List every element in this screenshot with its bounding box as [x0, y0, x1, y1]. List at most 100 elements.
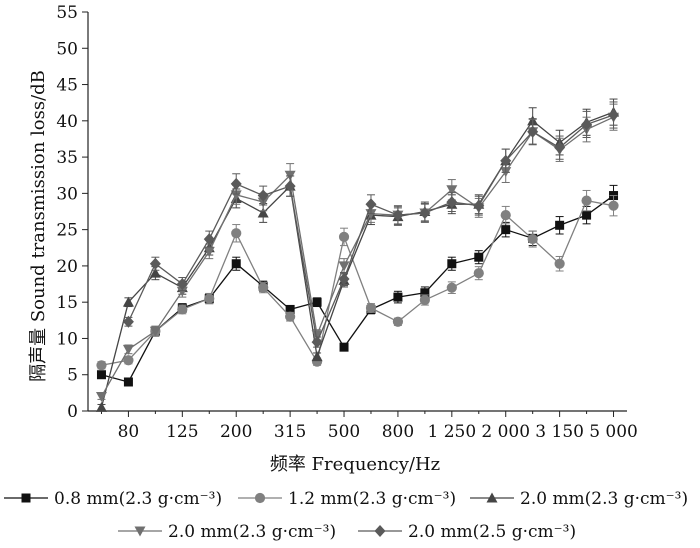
data-point	[258, 282, 269, 293]
series-2	[96, 189, 619, 371]
data-point	[257, 189, 269, 202]
legend-item-1: 0.8 mm(2.3 g·cm⁻³)	[4, 489, 222, 509]
y-tick-label: 20	[56, 257, 78, 277]
y-tick-label: 50	[56, 39, 78, 59]
legend-marker	[134, 526, 146, 537]
y-tick-label: 35	[56, 148, 78, 168]
legend-item-5: 2.0 mm(2.5 g·cm⁻³)	[358, 522, 576, 542]
legend-item-3: 2.0 mm(2.3 g·cm⁻³)	[470, 489, 688, 509]
data-point	[501, 225, 511, 235]
data-point	[123, 355, 134, 366]
data-point	[419, 294, 430, 306]
data-point	[231, 259, 241, 269]
legend-marker	[374, 525, 386, 537]
data-point	[581, 195, 592, 206]
data-point	[500, 154, 512, 167]
data-point	[393, 292, 403, 302]
data-point	[608, 200, 619, 211]
legend: 0.8 mm(2.3 g·cm⁻³) 1.2 mm(2.3 g·cm⁻³) 2.0 …	[4, 489, 688, 542]
data-point	[123, 377, 133, 387]
x-tick-label: 125	[166, 422, 198, 442]
data-point	[122, 344, 134, 355]
y-tick-label: 30	[56, 184, 78, 204]
data-point	[122, 296, 134, 307]
data-point	[149, 326, 161, 337]
series-4	[95, 103, 620, 402]
data-point	[474, 252, 484, 262]
x-axis-title: 频率 Frequency/Hz	[270, 454, 440, 475]
data-point	[500, 210, 511, 221]
data-point	[257, 207, 269, 218]
data-point	[284, 180, 296, 193]
data-point	[96, 370, 106, 380]
data-point	[581, 118, 593, 131]
legend-label: 2.0 mm(2.5 g·cm⁻³)	[408, 522, 576, 542]
data-point	[312, 297, 322, 307]
data-point	[230, 177, 242, 190]
data-point	[203, 233, 215, 246]
data-point	[149, 267, 161, 278]
legend-label: 2.0 mm(2.3 g·cm⁻³)	[168, 522, 336, 542]
data-point	[338, 231, 350, 242]
plot-area: 0 5 10 15 20 25 30 35 40 45 50 55 80 125 200 315 500 800 1…	[56, 3, 638, 442]
data-point	[285, 304, 295, 314]
data-point	[95, 401, 107, 412]
data-point	[608, 109, 620, 122]
data-point	[365, 302, 377, 314]
y-tick-label: 55	[56, 3, 78, 23]
x-tick-label: 1 250	[427, 422, 476, 442]
data-point	[392, 209, 404, 222]
data-point	[204, 293, 215, 304]
data-point	[446, 282, 457, 293]
y-tick-label: 10	[56, 329, 78, 349]
data-point	[555, 220, 565, 230]
series-1	[96, 184, 619, 387]
x-tick-label: 3 150	[535, 422, 584, 442]
data-point	[338, 261, 350, 272]
data-point	[446, 196, 458, 209]
data-point	[420, 288, 430, 298]
data-point	[447, 259, 457, 269]
data-point	[527, 125, 539, 138]
data-point	[311, 330, 323, 341]
data-point	[338, 272, 350, 285]
data-point	[446, 185, 458, 196]
data-point	[311, 336, 323, 349]
y-tick-label: 25	[56, 221, 78, 241]
x-tick-label: 5 000	[589, 422, 638, 442]
data-point	[473, 199, 485, 212]
series-line	[100, 111, 614, 408]
data-point	[365, 198, 377, 211]
data-point	[176, 286, 188, 297]
series-line	[100, 116, 614, 397]
data-point	[554, 141, 566, 154]
data-point	[473, 268, 484, 279]
legend-item-4: 2.0 mm(2.3 g·cm⁻³)	[118, 522, 336, 542]
x-tick-label: 200	[220, 422, 252, 442]
data-point	[339, 342, 349, 352]
data-point	[95, 391, 107, 402]
series-5	[122, 101, 620, 349]
x-tick-label: 2 000	[481, 422, 530, 442]
data-point	[392, 316, 404, 327]
legend-marker	[254, 492, 266, 504]
y-tick-label: 45	[56, 76, 78, 96]
x-tick-label: 80	[118, 422, 140, 442]
data-point	[311, 351, 323, 362]
data-point	[96, 360, 107, 371]
data-point	[230, 190, 242, 201]
x-tick-label: 800	[382, 422, 414, 442]
data-point	[176, 278, 188, 291]
legend-item-2: 1.2 mm(2.3 g·cm⁻³)	[238, 489, 456, 509]
legend-label: 1.2 mm(2.3 g·cm⁻³)	[288, 489, 456, 509]
data-point	[231, 228, 242, 239]
y-tick-label: 5	[67, 366, 78, 386]
y-axis-title: 隔声量 Sound transmission loss/dB	[28, 70, 49, 382]
legend-label: 0.8 mm(2.3 g·cm⁻³)	[54, 489, 222, 509]
legend-marker	[486, 492, 498, 503]
data-point	[527, 233, 538, 245]
data-point	[177, 304, 188, 315]
data-point	[149, 257, 161, 270]
legend-marker	[21, 493, 31, 503]
